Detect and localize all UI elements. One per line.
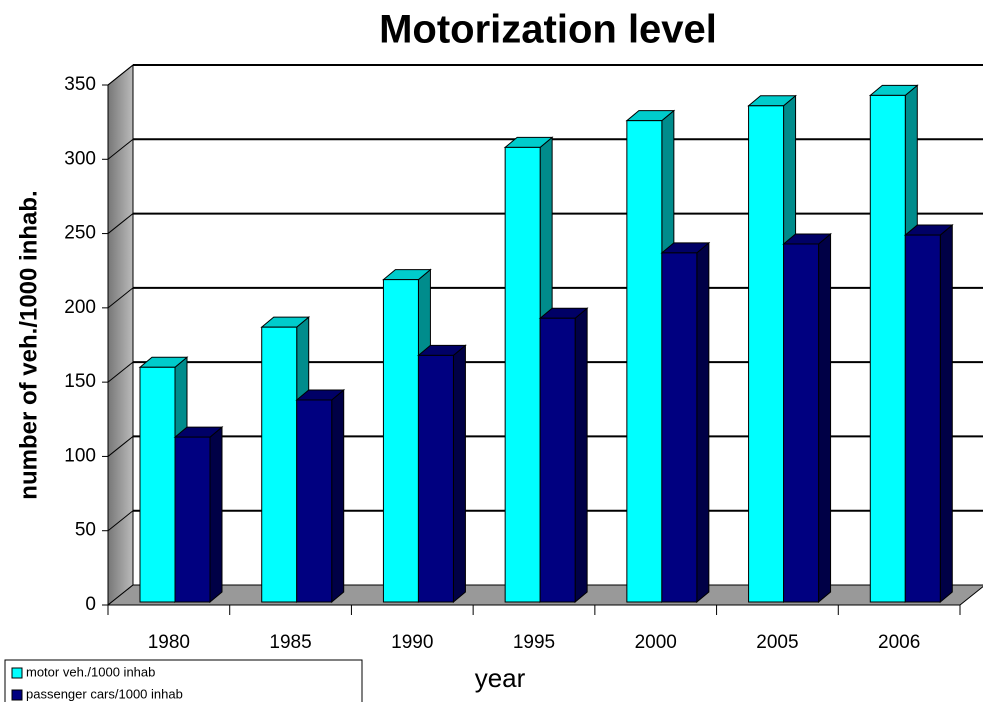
bar-side (574, 307, 588, 604)
bar-side (696, 241, 710, 604)
x-tick-label: 1980 (148, 632, 190, 653)
chart-title: Motorization level (379, 8, 717, 52)
bar (869, 94, 906, 603)
legend-swatch (11, 667, 23, 679)
bar (539, 317, 576, 603)
y-tick-label: 250 (64, 223, 96, 244)
x-tick-label: 2006 (878, 632, 920, 653)
y-tick-label: 50 (75, 520, 96, 541)
grid-line-side (107, 64, 134, 86)
bar (296, 399, 333, 603)
x-tick-label: 1985 (269, 632, 311, 653)
bar (174, 436, 211, 603)
y-axis-label: number of veh./1000 inhab. (15, 190, 42, 499)
y-tick-label: 350 (64, 74, 96, 95)
grid-line-side (107, 510, 134, 532)
y-tick-label: 0 (85, 594, 96, 615)
legend-label: motor veh./1000 inhab (26, 664, 155, 679)
bar-side (452, 344, 466, 604)
bar (904, 234, 941, 603)
y-tick-label: 200 (64, 297, 96, 318)
bar (748, 105, 785, 603)
grid-line-side (107, 436, 134, 457)
y-tick-label: 300 (64, 148, 96, 169)
y-tick-label: 100 (64, 445, 96, 466)
x-tick-label: 2000 (635, 632, 677, 653)
bar (661, 252, 698, 603)
bar (382, 279, 419, 603)
grid-line-side (107, 287, 134, 309)
bar-side (939, 223, 953, 604)
legend-box (4, 659, 363, 702)
x-tick-label: 2005 (756, 632, 798, 653)
grid-line-side (107, 138, 134, 160)
legend-label: passenger cars/1000 inhab (26, 686, 183, 701)
y-tick-label: 150 (64, 371, 96, 392)
grid-line-side (107, 213, 134, 234)
bar-side (331, 388, 345, 604)
x-tick-label: 1995 (513, 632, 555, 653)
bar (504, 146, 541, 603)
bar-side (818, 232, 832, 604)
bar (261, 326, 298, 603)
bar (783, 243, 820, 603)
side-wall (107, 63, 134, 607)
legend-swatch (11, 689, 23, 701)
bar (626, 120, 663, 603)
bar (139, 366, 176, 603)
x-tick-label: 1990 (391, 632, 433, 653)
grid-line-side (107, 361, 134, 383)
bar (417, 354, 454, 603)
bar-side (209, 426, 223, 604)
x-axis-label: year (475, 663, 526, 693)
